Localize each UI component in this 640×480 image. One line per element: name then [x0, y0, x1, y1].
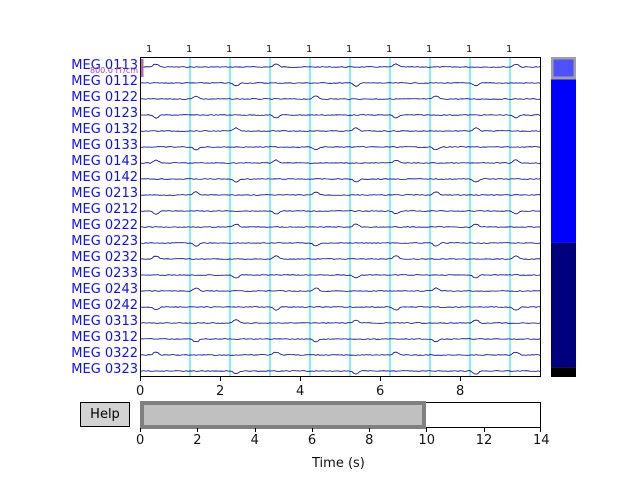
channel-group-segment — [551, 367, 576, 377]
channel-label[interactable]: MEG 0222 — [71, 218, 138, 233]
event-label: 1 — [386, 44, 393, 55]
xtick-label: 0 — [136, 384, 145, 399]
channel-trace — [140, 274, 541, 279]
raw-traces-axes[interactable] — [140, 57, 551, 377]
channel-trace — [140, 338, 541, 343]
event-label: 1 — [426, 44, 433, 55]
channel-trace — [140, 255, 541, 260]
channel-scrollbar-thumb[interactable] — [550, 56, 577, 80]
channel-trace — [140, 319, 541, 324]
channel-label[interactable]: MEG 0113 — [71, 58, 138, 73]
hscroll-tick-label: 6 — [307, 433, 317, 448]
channel-trace — [140, 178, 541, 183]
channel-label[interactable]: MEG 0322 — [71, 346, 138, 361]
channel-scrollbar[interactable] — [550, 56, 577, 377]
channel-group-segment — [551, 57, 576, 243]
event-label: 1 — [306, 44, 313, 55]
channel-trace — [140, 210, 541, 215]
channel-trace — [140, 159, 541, 164]
event-label: 1 — [346, 44, 353, 55]
channel-label[interactable]: MEG 0132 — [71, 122, 138, 137]
xtick-label: 4 — [296, 384, 305, 399]
channel-label[interactable]: MEG 0123 — [71, 106, 138, 121]
channel-label[interactable]: MEG 0112 — [71, 74, 138, 89]
channel-label[interactable]: MEG 0213 — [71, 186, 138, 201]
xtick-mark — [220, 377, 221, 381]
channel-label[interactable]: MEG 0242 — [71, 298, 138, 313]
hscroll-tick-mark — [311, 428, 313, 432]
channel-trace — [140, 370, 541, 375]
channel-trace — [140, 242, 541, 247]
traces-svg — [140, 58, 551, 376]
channel-label[interactable]: MEG 0223 — [71, 234, 138, 249]
event-label: 1 — [266, 44, 273, 55]
channel-label[interactable]: MEG 0323 — [71, 362, 138, 377]
channel-trace — [140, 223, 541, 228]
event-label: 1 — [506, 44, 513, 55]
hscroll-tick-label: 12 — [475, 433, 493, 448]
xtick-mark — [140, 377, 141, 381]
hscroll-tick-mark — [140, 428, 141, 432]
xtick-label: 8 — [456, 384, 465, 399]
hscroll-tick-label: 0 — [136, 433, 145, 448]
channel-trace — [140, 287, 541, 292]
channel-label[interactable]: MEG 0133 — [71, 138, 138, 153]
time-scrollbar-thumb[interactable] — [140, 401, 427, 429]
channel-trace — [140, 146, 541, 151]
hscroll-tick-mark — [483, 428, 485, 432]
channel-label[interactable]: MEG 0143 — [71, 154, 138, 169]
channel-label[interactable]: MEG 0313 — [71, 314, 138, 329]
event-label: 1 — [186, 44, 193, 55]
hscroll-tick-label: 2 — [193, 433, 202, 448]
channel-label[interactable]: MEG 0142 — [71, 170, 138, 185]
channel-label[interactable]: MEG 0122 — [71, 90, 138, 105]
event-label: 1 — [226, 44, 233, 55]
channel-group-segment — [551, 242, 576, 368]
hscroll-tick-mark — [426, 428, 428, 432]
hscroll-tick-label: 10 — [418, 433, 435, 448]
channel-trace — [140, 95, 541, 100]
channel-label[interactable]: MEG 0312 — [71, 330, 138, 345]
channel-trace — [140, 191, 541, 196]
hscroll-tick-mark — [540, 428, 541, 432]
channel-trace — [140, 351, 541, 356]
channel-scrollbar-svg — [550, 56, 577, 377]
xtick-mark — [380, 377, 381, 381]
hscroll-tick-label: 4 — [250, 433, 259, 448]
xtick-label: 6 — [376, 384, 385, 399]
channel-label[interactable]: MEG 0243 — [71, 282, 138, 297]
xtick-mark — [300, 377, 301, 381]
scale-bar-label: 800.0 fT/cm — [90, 66, 139, 75]
channel-label[interactable]: MEG 0233 — [71, 266, 138, 281]
channel-label[interactable]: MEG 0232 — [71, 250, 138, 265]
channel-trace — [140, 82, 541, 87]
event-label: 1 — [466, 44, 473, 55]
hscroll-tick-mark — [197, 428, 199, 432]
help-button[interactable]: Help — [80, 402, 130, 427]
xtick-label: 2 — [216, 384, 225, 399]
channel-label[interactable]: MEG 0212 — [71, 202, 138, 217]
hscroll-tick-mark — [254, 428, 256, 432]
channel-trace — [140, 63, 541, 68]
hscroll-tick-mark — [369, 428, 371, 432]
hscroll-tick-label: 8 — [365, 433, 374, 448]
channel-trace — [140, 306, 541, 311]
channel-trace — [140, 114, 541, 119]
event-label: 1 — [146, 44, 153, 55]
channel-trace — [140, 127, 541, 132]
x-axis-title: Time (s) — [312, 456, 365, 471]
hscroll-tick-label: 14 — [533, 433, 550, 448]
xtick-mark — [460, 377, 461, 381]
